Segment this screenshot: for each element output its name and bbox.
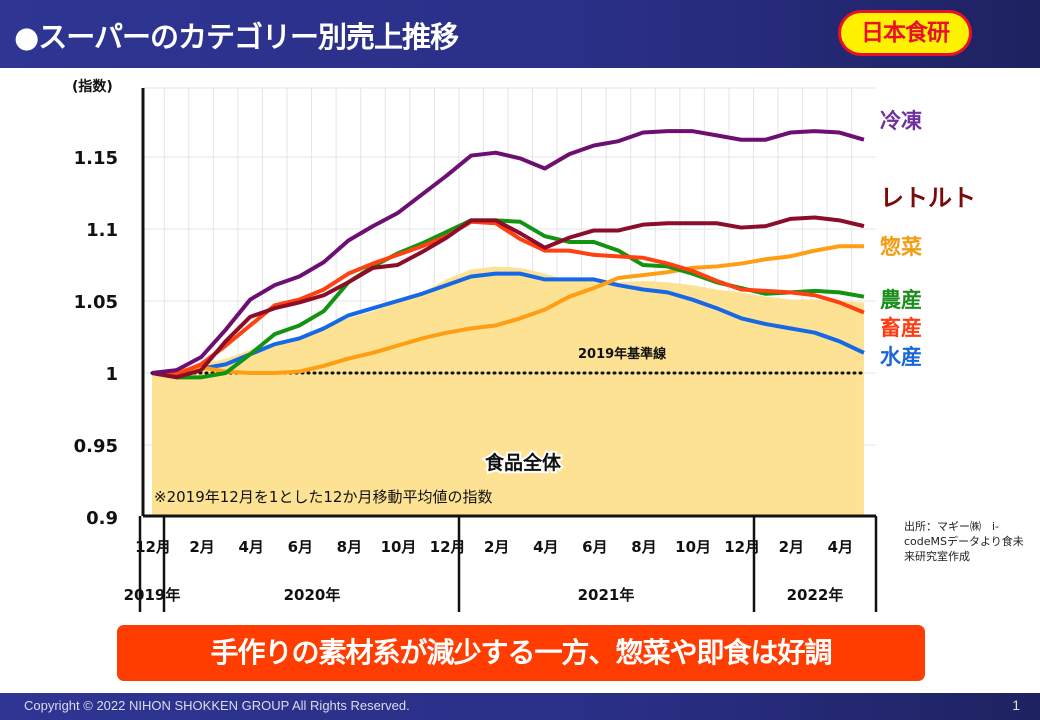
y-tick-label: 1.1 — [86, 220, 118, 241]
x-year-label: 2021年 — [578, 586, 635, 604]
area-label: 食品全体 — [485, 451, 562, 474]
x-tick-month-label: 4月 — [828, 538, 853, 556]
page-title: ●スーパーのカテゴリー別売上推移 — [14, 20, 459, 54]
company-logo: 日本食研 — [838, 10, 972, 56]
series-line-2 — [151, 215, 865, 380]
series-label: レトルト — [880, 184, 976, 212]
x-tick-month-label: 2月 — [189, 538, 214, 556]
x-tick-month-label: 8月 — [631, 538, 656, 556]
x-tick-month-label: 4月 — [533, 538, 558, 556]
chart-axes — [138, 88, 878, 612]
x-tick-month-label: 12月 — [135, 538, 171, 556]
series-label: 畜産 — [880, 316, 922, 340]
company-logo-text: 日本食研 — [841, 13, 969, 53]
y-tick-label: 0.9 — [86, 508, 118, 529]
series-lines — [151, 129, 865, 380]
x-year-label: 2019年 — [124, 586, 181, 604]
x-tick-month-label: 4月 — [238, 538, 263, 556]
source-note: 出所：マギー㈱ i-codeMSデータより食未来研究室作成 — [904, 520, 1024, 563]
series-label: 冷凍 — [880, 109, 922, 133]
slide-header: ●スーパーのカテゴリー別売上推移 日本食研 — [0, 0, 1040, 68]
series-line-3 — [151, 244, 864, 375]
copyright-text: Copyright © 2022 NIHON SHOKKEN GROUP All… — [24, 698, 410, 713]
x-tick-month-label: 12月 — [430, 538, 466, 556]
y-axis-ticks: 0.9 0.95 1 1.05 1.1 1.15 — [74, 148, 118, 529]
y-axis-label: (指数) — [72, 78, 113, 95]
x-tick-month-label: 12月 — [724, 538, 760, 556]
x-tick-month-label: 6月 — [582, 538, 607, 556]
x-tick-month-label: 10月 — [675, 538, 711, 556]
series-label: 惣菜 — [880, 235, 922, 259]
x-year-label: 2022年 — [787, 586, 844, 604]
area-food-total — [152, 266, 864, 516]
conclusion-banner: 手作りの素材系が減少する一方、惣菜や即食は好調 — [117, 625, 925, 681]
baseline-label: 2019年基準線 — [578, 346, 667, 362]
page-number: 1 — [1012, 697, 1020, 713]
chart-footnote: ※2019年12月を1とした12か月移動平均値の指数 — [154, 488, 492, 506]
x-tick-month-label: 8月 — [337, 538, 362, 556]
series-line-1 — [151, 129, 865, 375]
y-tick-label: 1.05 — [74, 292, 118, 313]
x-axis-ticks: 12月 2月 4月 6月 8月 10月 12月 2月 4月 6月 8月 10月 12月 2月 4月 2019年… — [124, 538, 853, 604]
series-label: 水産 — [880, 345, 922, 369]
y-tick-label: 0.95 — [74, 436, 118, 457]
x-year-label: 2020年 — [284, 586, 341, 604]
y-tick-label: 1.15 — [74, 148, 118, 169]
x-tick-month-label: 6月 — [288, 538, 313, 556]
series-label: 農産 — [880, 288, 922, 312]
x-tick-month-label: 2月 — [779, 538, 804, 556]
slide-footer: Copyright © 2022 NIHON SHOKKEN GROUP All… — [0, 693, 1040, 720]
x-tick-month-label: 10月 — [381, 538, 417, 556]
category-sales-chart: 0.9 0.95 1 1.05 1.1 1.15 2019年基準線 食品全体 ※2019年… — [72, 78, 976, 612]
x-tick-month-label: 2月 — [484, 538, 509, 556]
series-line-6 — [152, 271, 865, 375]
y-tick-label: 1 — [105, 364, 118, 385]
